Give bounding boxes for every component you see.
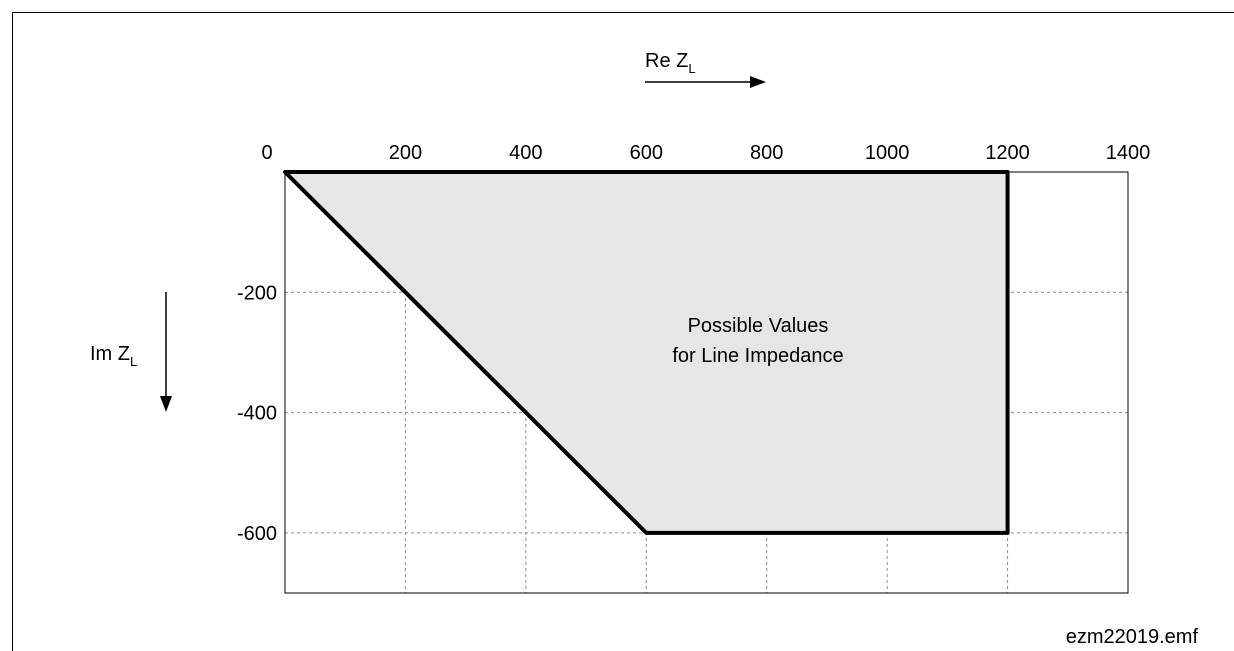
x-tick-label: 400 <box>509 142 542 164</box>
y-tick-label: -400 <box>237 403 277 425</box>
x-tick-label: 600 <box>630 142 663 164</box>
x-axis-title-main: Re Z <box>645 50 688 72</box>
annotation-line-1: Possible Values <box>688 315 829 337</box>
y-tick-labels: -200 -400 -600 <box>237 282 277 545</box>
y-tick-label: -200 <box>237 282 277 304</box>
y-axis-direction-arrow <box>160 292 172 412</box>
figure-filename: ezm22019.emf <box>1066 626 1199 648</box>
x-axis-direction-arrow <box>645 76 766 88</box>
x-axis-title: Re ZL <box>645 50 696 76</box>
possible-values-region <box>283 170 1010 535</box>
y-tick-label: -600 <box>237 523 277 545</box>
y-axis-title-sub: L <box>130 354 137 369</box>
x-tick-label: 200 <box>389 142 422 164</box>
y-axis-title: Im ZL <box>90 343 137 369</box>
y-axis-title-main: Im Z <box>90 343 130 365</box>
x-tick-label: 800 <box>750 142 783 164</box>
x-tick-label: 1000 <box>865 142 910 164</box>
x-tick-label: 0 <box>261 142 272 164</box>
x-axis-title-sub: L <box>688 61 695 76</box>
x-tick-label: 1200 <box>985 142 1030 164</box>
figure-frame <box>12 12 1234 651</box>
x-tick-labels: 0 200 400 600 800 1000 1200 1400 <box>261 142 1150 164</box>
annotation-line-2: for Line Impedance <box>672 345 843 367</box>
x-tick-label: 1400 <box>1106 142 1151 164</box>
plot-area-border <box>284 171 1129 594</box>
